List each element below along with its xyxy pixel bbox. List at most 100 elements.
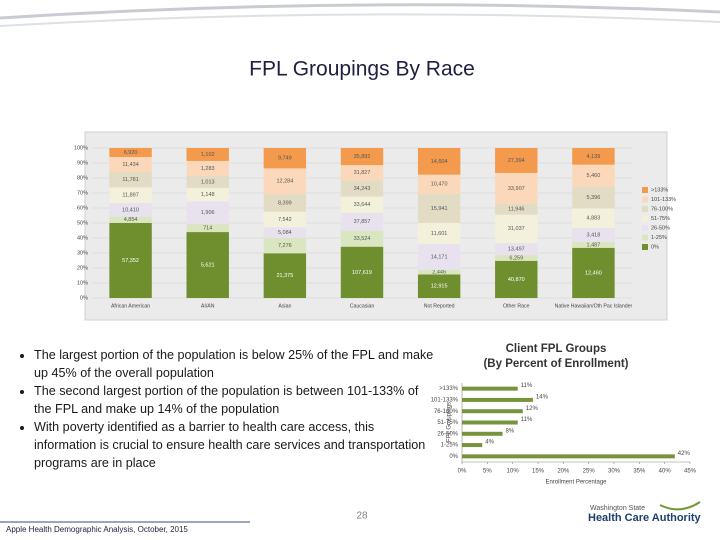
x-tick-label: 45% bbox=[684, 469, 697, 475]
legend-swatch bbox=[642, 244, 648, 250]
data-label: 14,171 bbox=[431, 254, 448, 260]
bar-segment bbox=[109, 157, 152, 173]
y-tick-label: 100% bbox=[74, 145, 88, 151]
bar-segment bbox=[109, 148, 152, 158]
x-tick-label: AI/AN bbox=[201, 303, 215, 309]
data-label: 11% bbox=[521, 417, 533, 423]
x-tick-label: 10% bbox=[507, 469, 520, 475]
data-label: 11,434 bbox=[122, 162, 138, 168]
bar-segment bbox=[186, 148, 229, 161]
data-label: 1,906 bbox=[201, 210, 215, 216]
logo-swoosh bbox=[659, 501, 701, 511]
data-label: 5,396 bbox=[587, 195, 601, 201]
bar-segment bbox=[572, 247, 615, 298]
y-tick-label: 51-75% bbox=[437, 420, 458, 426]
data-label: 6,259 bbox=[509, 255, 523, 261]
data-label: 5,084 bbox=[278, 230, 292, 236]
bar-segment bbox=[263, 211, 307, 228]
data-label: 4,883 bbox=[587, 216, 601, 222]
x-tick-label: African American bbox=[111, 303, 150, 309]
data-label: 10,410 bbox=[122, 207, 139, 213]
bar-segment bbox=[186, 160, 229, 176]
x-tick-label: 40% bbox=[659, 469, 672, 475]
bar-segment bbox=[572, 208, 615, 229]
y-tick-label: 1-25% bbox=[441, 443, 459, 449]
chart-subtitle: (By Percent of Enrollment) bbox=[483, 358, 628, 370]
bar-segment bbox=[340, 148, 384, 166]
data-label: 1,102 bbox=[201, 152, 215, 158]
x-tick-label: 30% bbox=[608, 469, 621, 475]
bar-segment bbox=[186, 223, 229, 233]
logo-line2: Health Care Authority bbox=[588, 512, 702, 524]
data-label: 3,418 bbox=[587, 232, 601, 238]
y-tick-label: 76-100% bbox=[434, 409, 459, 415]
data-label: 10,470 bbox=[431, 182, 448, 188]
bar-segment bbox=[109, 202, 152, 217]
bar-segment bbox=[495, 260, 538, 298]
x-tick-label: Asian bbox=[278, 303, 291, 309]
data-label: 6,920 bbox=[124, 150, 138, 156]
x-axis-label: Enrollment Percentage bbox=[545, 480, 607, 486]
footer: Apple Health Demographic Analysis, Octob… bbox=[6, 525, 188, 534]
bar-segment bbox=[417, 269, 461, 275]
x-tick-label: 0% bbox=[458, 469, 467, 475]
bar-segment bbox=[263, 168, 307, 195]
bar-segment bbox=[109, 187, 152, 203]
x-tick-label: Other Race bbox=[503, 303, 530, 309]
bar-segment bbox=[572, 186, 615, 209]
legend-label: 51-75% bbox=[651, 216, 670, 222]
data-label: 11,781 bbox=[122, 177, 138, 183]
bar-segment bbox=[109, 216, 152, 223]
bar-segment bbox=[186, 201, 229, 224]
bar-segment bbox=[417, 274, 461, 298]
data-label: 15,941 bbox=[431, 206, 448, 212]
data-label: 1,283 bbox=[201, 166, 215, 172]
data-label: 12% bbox=[526, 406, 539, 412]
x-tick-label: Native Hawaiian/Oth Pac Islander bbox=[555, 303, 633, 309]
data-label: 33,524 bbox=[354, 236, 371, 242]
bar-segment bbox=[263, 238, 307, 254]
data-label: 7,276 bbox=[278, 243, 292, 249]
legend-swatch bbox=[642, 206, 648, 212]
bullet-list: The largest portion of the population is… bbox=[14, 346, 434, 472]
data-label: 13,497 bbox=[508, 246, 525, 252]
data-label: 107,619 bbox=[352, 270, 372, 276]
x-tick-label: 20% bbox=[557, 469, 570, 475]
x-tick-label: 15% bbox=[532, 469, 545, 475]
bar-segment bbox=[340, 246, 384, 298]
y-tick-label: 101-133% bbox=[431, 398, 459, 404]
data-label: 37,857 bbox=[354, 219, 371, 225]
bar-segment bbox=[417, 244, 461, 270]
bar-segment bbox=[340, 180, 384, 197]
bar-segment bbox=[263, 148, 307, 169]
bullet: With poverty identified as a barrier to … bbox=[34, 418, 434, 472]
bar-segment bbox=[109, 172, 152, 188]
y-tick-label: 30% bbox=[77, 250, 88, 256]
bullet: The second largest portion of the popula… bbox=[34, 382, 434, 418]
data-label: 34,243 bbox=[354, 186, 371, 192]
y-tick-label: 40% bbox=[77, 235, 88, 241]
header-swoosh bbox=[0, 3, 720, 20]
y-tick-label: 0% bbox=[449, 454, 458, 460]
data-label: 5,621 bbox=[201, 262, 215, 268]
bar-segment bbox=[572, 148, 615, 165]
slide-title: FPL Groupings By Race bbox=[249, 58, 475, 81]
bar-segment bbox=[495, 242, 538, 256]
x-tick-label: 5% bbox=[483, 469, 492, 475]
x-tick-label: Not Reported bbox=[424, 303, 455, 309]
bar-segment bbox=[340, 230, 384, 247]
data-label: 31,827 bbox=[354, 170, 371, 176]
data-label: 11,897 bbox=[122, 193, 138, 199]
data-label: 11,946 bbox=[508, 207, 524, 213]
bar bbox=[462, 386, 518, 391]
bar-segment bbox=[495, 172, 538, 204]
data-label: 12,284 bbox=[276, 179, 293, 185]
data-label: 14,604 bbox=[431, 159, 448, 165]
y-tick-label: 80% bbox=[77, 175, 88, 181]
bar-segment bbox=[572, 164, 615, 187]
x-tick-label: 25% bbox=[583, 469, 596, 475]
bar-segment bbox=[417, 174, 461, 194]
bar bbox=[462, 409, 523, 414]
